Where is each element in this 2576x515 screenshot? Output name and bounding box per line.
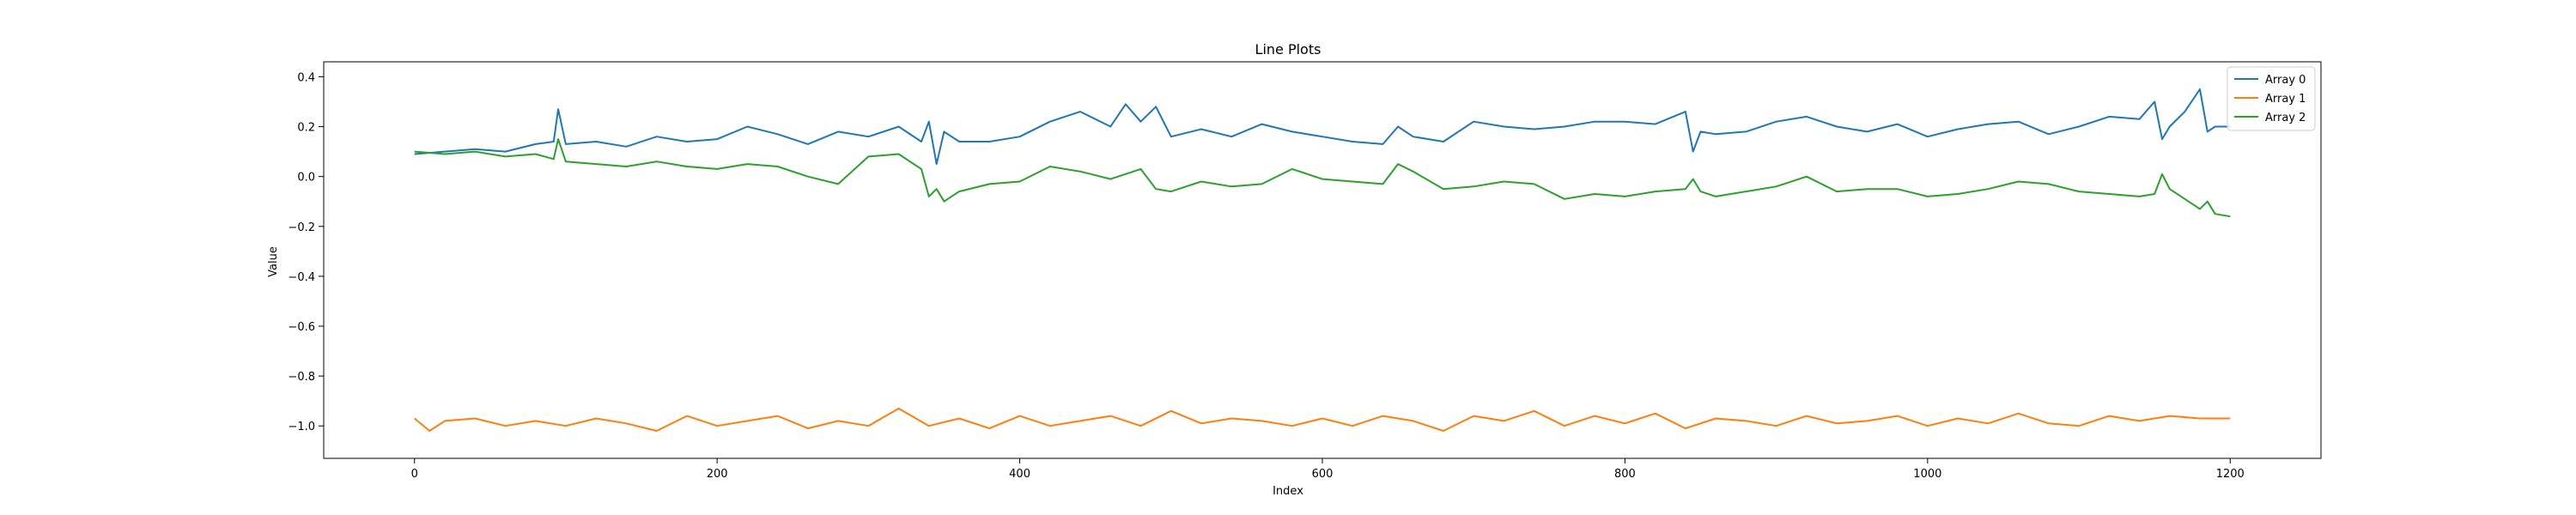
y-axis-label: Value [267,246,280,277]
x-tick-label: 600 [1312,468,1334,481]
legend: Array 0 Array 1 Array 2 [2227,66,2316,131]
y-tick-label: 0.2 [297,122,315,135]
y-tick-label: −1.0 [288,421,315,433]
series-line-array-2 [414,138,2231,218]
x-tick-label: 800 [1614,468,1636,481]
series-lines [414,88,2231,432]
legend-label-array-2: Array 2 [2265,112,2306,124]
y-tick-label: 0.4 [297,71,315,84]
x-tick-label: 200 [707,468,728,481]
x-axis-ticks: 0 200 400 600 800 1000 1200 [411,458,2245,481]
x-tick-label: 1000 [1913,468,1941,481]
y-tick-label: −0.6 [288,321,315,334]
y-tick-label: −0.8 [288,371,315,384]
legend-label-array-1: Array 1 [2265,93,2306,106]
x-tick-label: 400 [1009,468,1030,481]
series-line-array-0 [414,88,2231,166]
legend-label-array-0: Array 0 [2265,74,2306,87]
series-line-array-1 [414,407,2231,432]
x-axis-label: Index [1273,485,1303,498]
y-tick-label: 0.0 [297,172,315,185]
y-axis-ticks: −1.0 −0.8 −0.6 −0.4 −0.2 0.0 0.2 0.4 [288,71,324,433]
x-tick-label: 1200 [2216,468,2245,481]
y-tick-label: −0.2 [288,221,315,234]
legend-box [2227,66,2316,131]
x-tick-label: 0 [411,468,418,481]
y-tick-label: −0.4 [288,271,315,284]
chart-title: Line Plots [1255,41,1321,58]
